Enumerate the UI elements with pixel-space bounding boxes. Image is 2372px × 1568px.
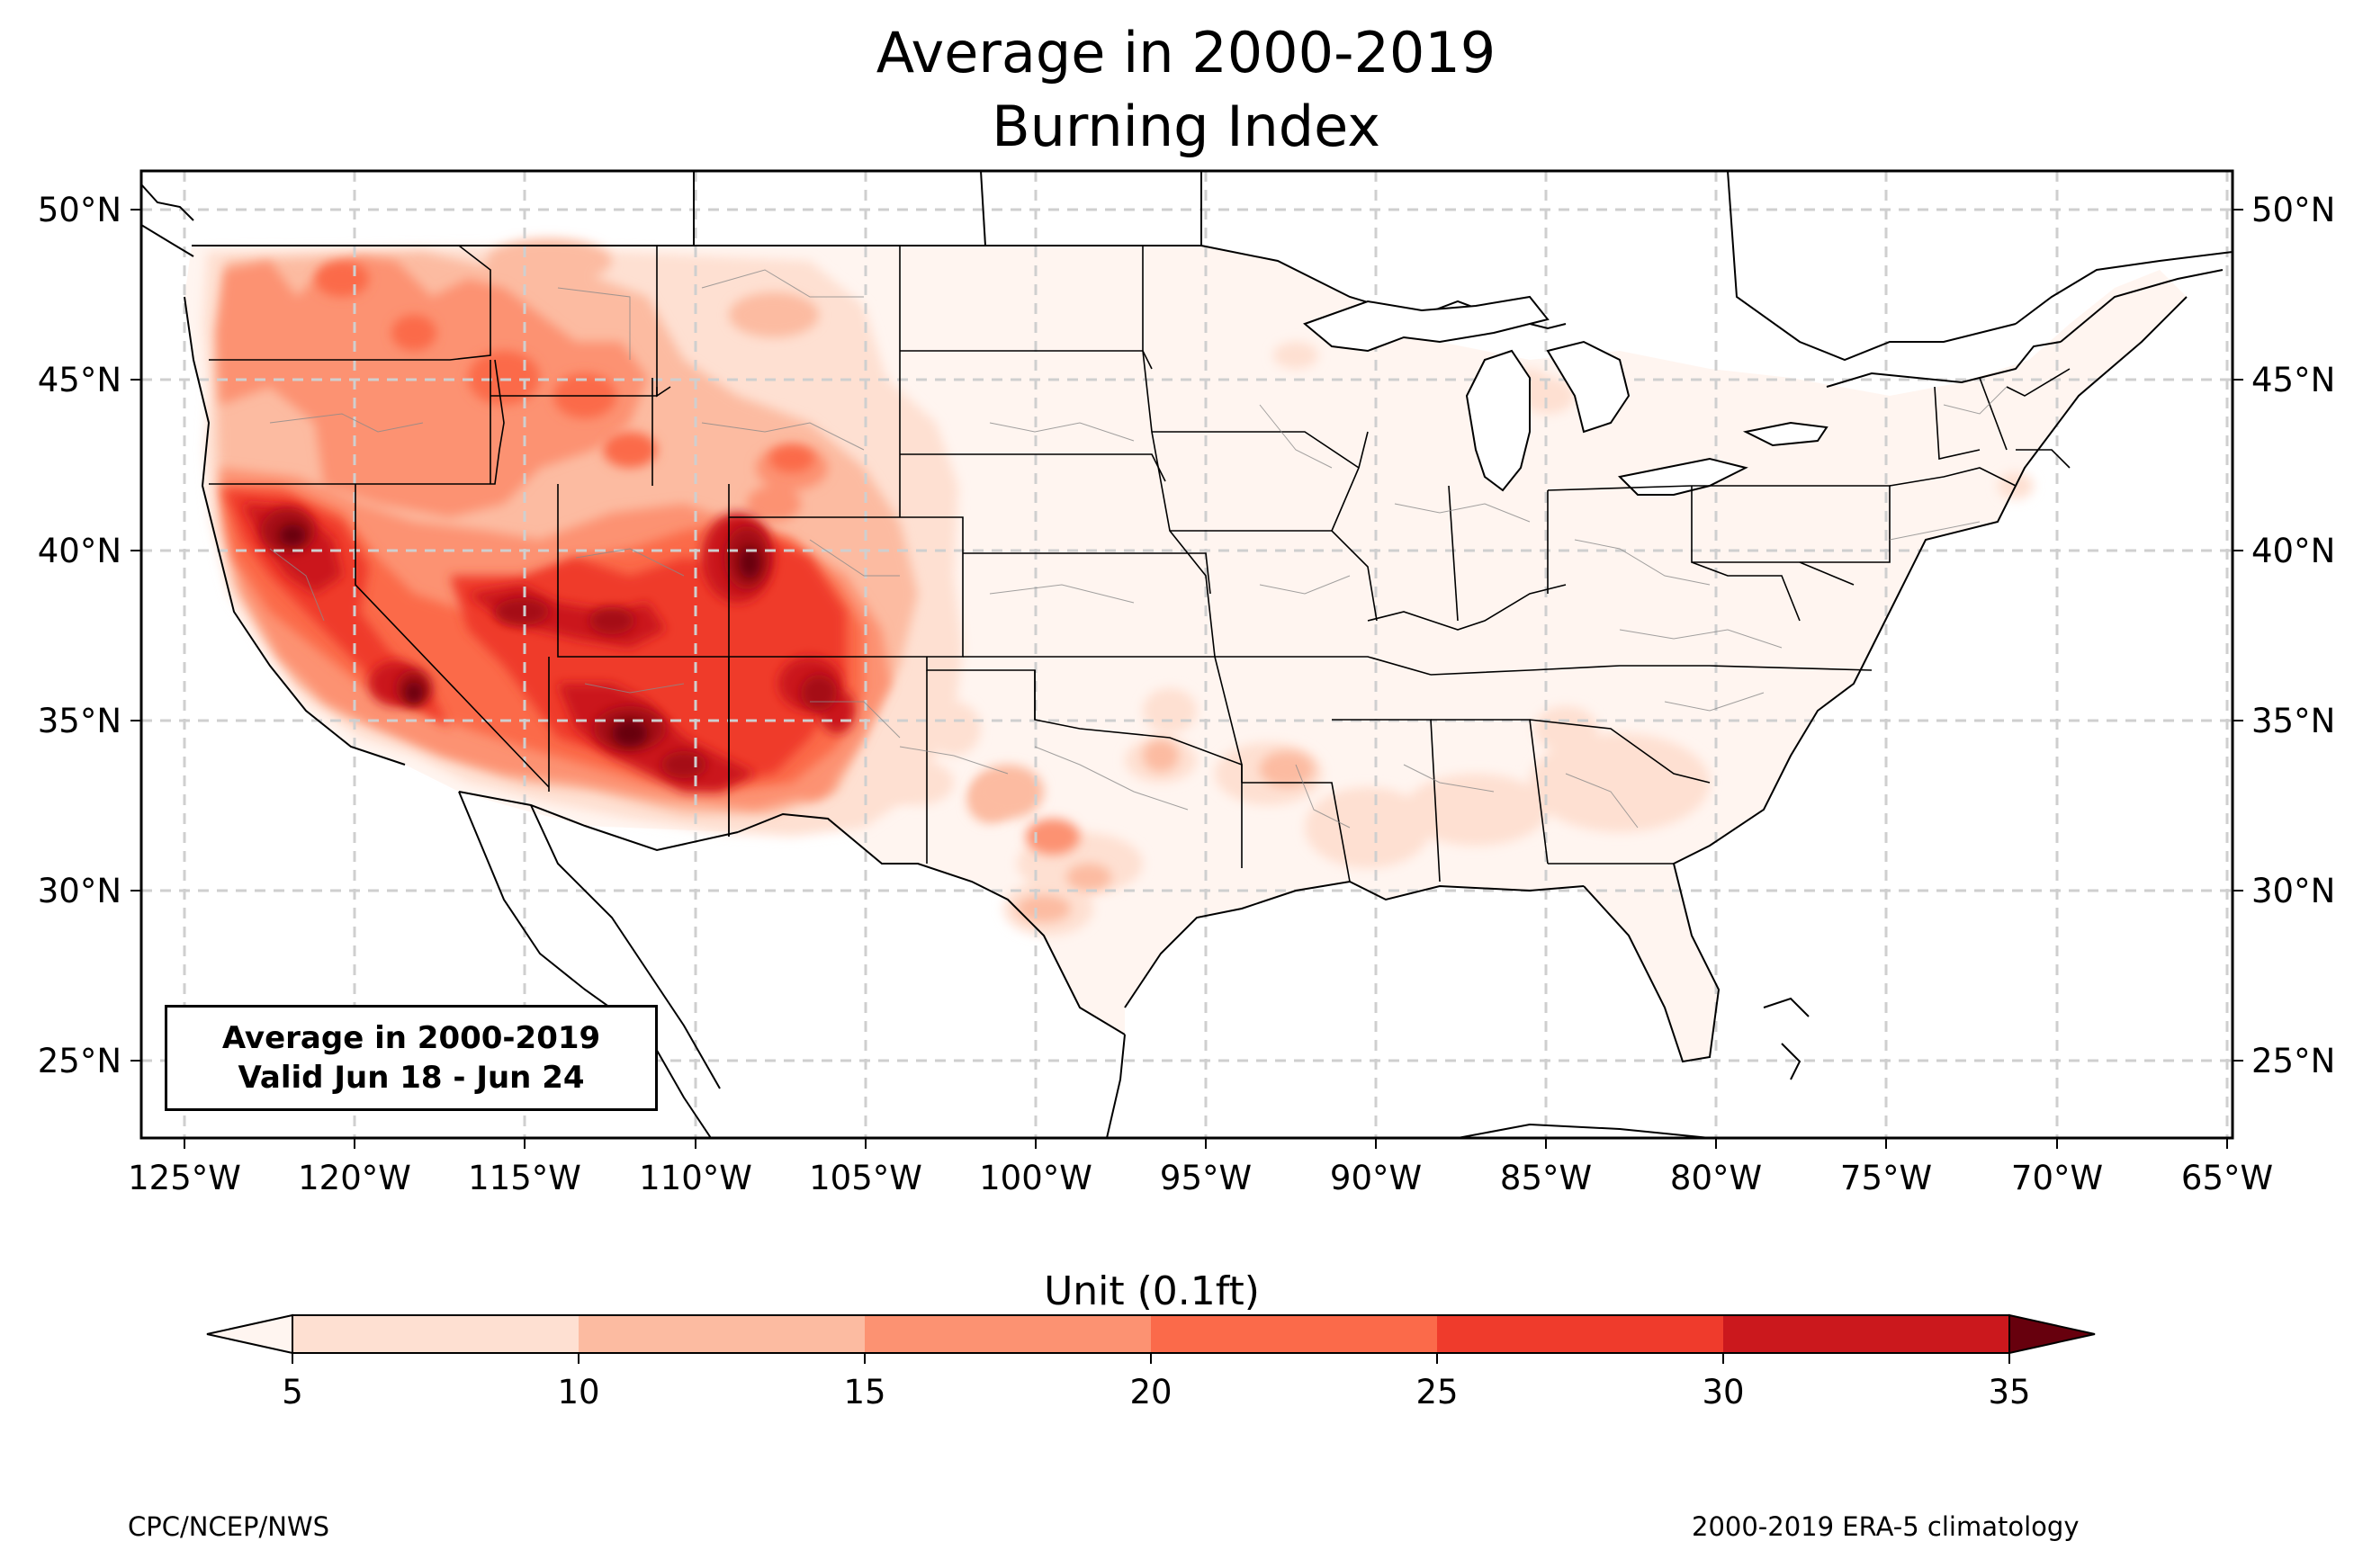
lon-label: 85°W [1500,1159,1592,1197]
lat-label: 30°N [2251,872,2335,910]
info-box: Average in 2000-2019 Valid Jun 18 - Jun … [165,1005,658,1111]
west-class-over [279,524,760,747]
lon-label: 110°W [639,1159,752,1197]
colorbar-over-arrow [2008,1313,2096,1355]
colorbar-title: Unit (0.1ft) [1044,1268,1260,1314]
lon-label: 95°W [1160,1159,1252,1197]
colorbar-segment [865,1315,1151,1353]
info-box-line-2: Valid Jun 18 - Jun 24 [238,1060,585,1096]
lat-label: 25°N [2251,1042,2335,1080]
colorbar-tick-label: 25 [1415,1373,1458,1411]
lat-label: 35°N [38,702,121,740]
colorbar-under-arrow [206,1313,293,1355]
lon-label: 100°W [979,1159,1092,1197]
lat-label: 40°N [38,532,121,570]
lat-label: 50°N [38,191,121,229]
colorbar-tick-labels: 5 10 15 20 25 30 35 [282,1373,2030,1411]
axis-ticks [130,209,2243,1149]
colorbar [206,1313,2096,1355]
lat-label: 35°N [2251,702,2335,740]
lat-label: 50°N [2251,191,2335,229]
colorbar-tick-label: 20 [1129,1373,1172,1411]
lat-label: 25°N [38,1042,121,1080]
lon-labels: 125°W 120°W 115°W 110°W 105°W 100°W 95°W… [128,1159,2273,1197]
lon-label: 70°W [2011,1159,2103,1197]
colorbar-segment [1151,1315,1437,1353]
colorbar-tick-label: 5 [282,1373,303,1411]
colorbar-segment [1723,1315,2009,1353]
lon-label: 105°W [809,1159,922,1197]
colorbar-tick-label: 30 [1702,1373,1744,1411]
colorbar-tick-label: 35 [1988,1373,2030,1411]
lon-label: 75°W [1840,1159,1932,1197]
state-boundaries [209,245,2071,883]
colorbar-tick-label: 10 [557,1373,599,1411]
lon-label: 125°W [128,1159,241,1197]
map-frame [139,169,2234,1140]
lon-label: 90°W [1330,1159,1422,1197]
lat-labels-left: 50°N 45°N 40°N 35°N 30°N 25°N [38,191,121,1080]
lon-label: 115°W [468,1159,581,1197]
lat-label: 40°N [2251,532,2335,570]
footer-credit: CPC/NCEP/NWS [128,1511,330,1542]
lat-labels-right: 50°N 45°N 40°N 35°N 30°N 25°N [2251,191,2335,1080]
colorbar-segment [1437,1315,1723,1353]
title-line-2: Burning Index [992,94,1380,159]
county-lines [269,269,2008,829]
lon-label: 80°W [1670,1159,1762,1197]
colorbar-ticks [292,1353,2010,1364]
lat-label: 45°N [38,361,121,399]
info-box-line-1: Average in 2000-2019 [221,1020,601,1056]
colorbar-segment [579,1315,865,1353]
title-line-1: Average in 2000-2019 [876,20,1496,85]
footer-source: 2000-2019 ERA-5 climatology [1692,1511,2080,1542]
colorbar-tick-label: 15 [843,1373,885,1411]
great-lakes [1303,295,1828,496]
lon-label: 120°W [298,1159,411,1197]
lon-label: 65°W [2181,1159,2273,1197]
lat-label: 45°N [2251,361,2335,399]
colorbar-segment [292,1315,579,1353]
west-class-35 [261,508,837,778]
lat-label: 30°N [38,872,121,910]
